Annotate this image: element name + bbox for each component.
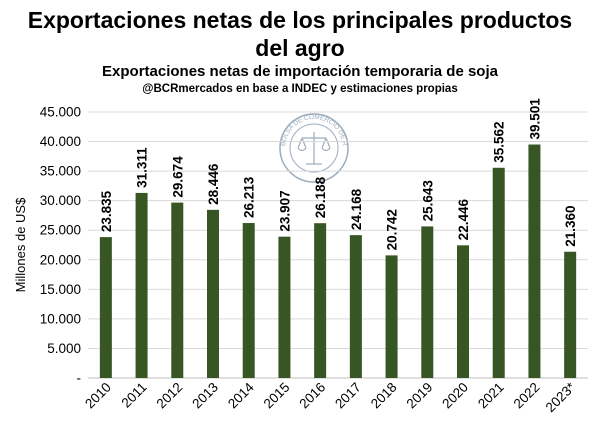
x-tick-label: 2020	[439, 380, 471, 412]
logo-inner-ring	[289, 123, 339, 173]
bar	[564, 251, 577, 378]
bar	[207, 209, 219, 378]
y-tick-label: 30.000	[40, 193, 81, 208]
data-label: 26.213	[242, 176, 257, 218]
data-label: 26.188	[313, 176, 328, 218]
data-label: 29.674	[170, 156, 185, 198]
x-tick-label: 2023*	[543, 379, 579, 415]
bar	[314, 223, 327, 378]
data-label: 21.360	[563, 205, 578, 246]
bar	[421, 226, 434, 378]
y-tick-label: 5.000	[47, 341, 81, 356]
bar	[349, 235, 362, 378]
bar	[492, 167, 505, 378]
x-tick-label: 2019	[404, 380, 436, 412]
y-tick-label: 25.000	[40, 223, 81, 238]
bar	[171, 202, 184, 378]
bar	[278, 236, 291, 378]
data-label: 25.643	[420, 180, 435, 222]
x-tick-label: 2016	[296, 380, 328, 412]
logo-outer-ring	[279, 113, 349, 183]
scales-icon	[297, 132, 331, 165]
x-tick-label: 2021	[475, 380, 507, 412]
bar	[457, 245, 469, 378]
y-tick-label: 20.000	[40, 252, 81, 267]
bar	[242, 223, 255, 378]
data-label: 31.311	[135, 147, 150, 188]
data-label: 39.501	[527, 98, 542, 140]
bar	[135, 192, 148, 378]
x-tick-label: 2022	[511, 380, 543, 412]
x-tick-label: 2011	[119, 380, 150, 411]
bar	[385, 255, 398, 378]
x-tick-label: 2012	[154, 380, 186, 412]
data-label: 20.742	[385, 209, 400, 250]
bar	[528, 144, 541, 378]
y-tick-label: 35.000	[40, 164, 81, 179]
data-label: 35.562	[492, 121, 507, 162]
y-tick-label: 40.000	[40, 134, 81, 149]
data-label: 22.446	[456, 199, 471, 241]
y-tick-label: -	[77, 371, 82, 386]
x-tick-label: 2010	[82, 380, 114, 412]
y-tick-label: 45.000	[40, 105, 81, 120]
chart-title-line1: Exportaciones netas de los principales p…	[27, 7, 573, 33]
x-tick-label: 2017	[332, 380, 364, 412]
y-tick-label: 15.000	[40, 282, 81, 297]
chart-source: @BCRmercados en base a INDEC y estimacio…	[142, 83, 458, 95]
data-label: 23.835	[99, 190, 114, 232]
x-tick-label: 2013	[189, 380, 221, 412]
data-label: 24.168	[349, 188, 364, 230]
chart-subtitle: Exportaciones netas de importación tempo…	[102, 63, 498, 80]
x-tick-label: 2018	[368, 380, 400, 412]
data-label: 23.907	[277, 190, 292, 231]
y-axis-label: Millones de US$	[13, 197, 28, 292]
y-tick-label: 10.000	[40, 311, 81, 326]
chart-title-line2: del agro	[255, 35, 345, 61]
x-tick-label: 2014	[225, 379, 257, 411]
x-tick-label: 2015	[261, 380, 293, 412]
data-label: 28.446	[206, 163, 221, 205]
bar	[99, 237, 112, 378]
